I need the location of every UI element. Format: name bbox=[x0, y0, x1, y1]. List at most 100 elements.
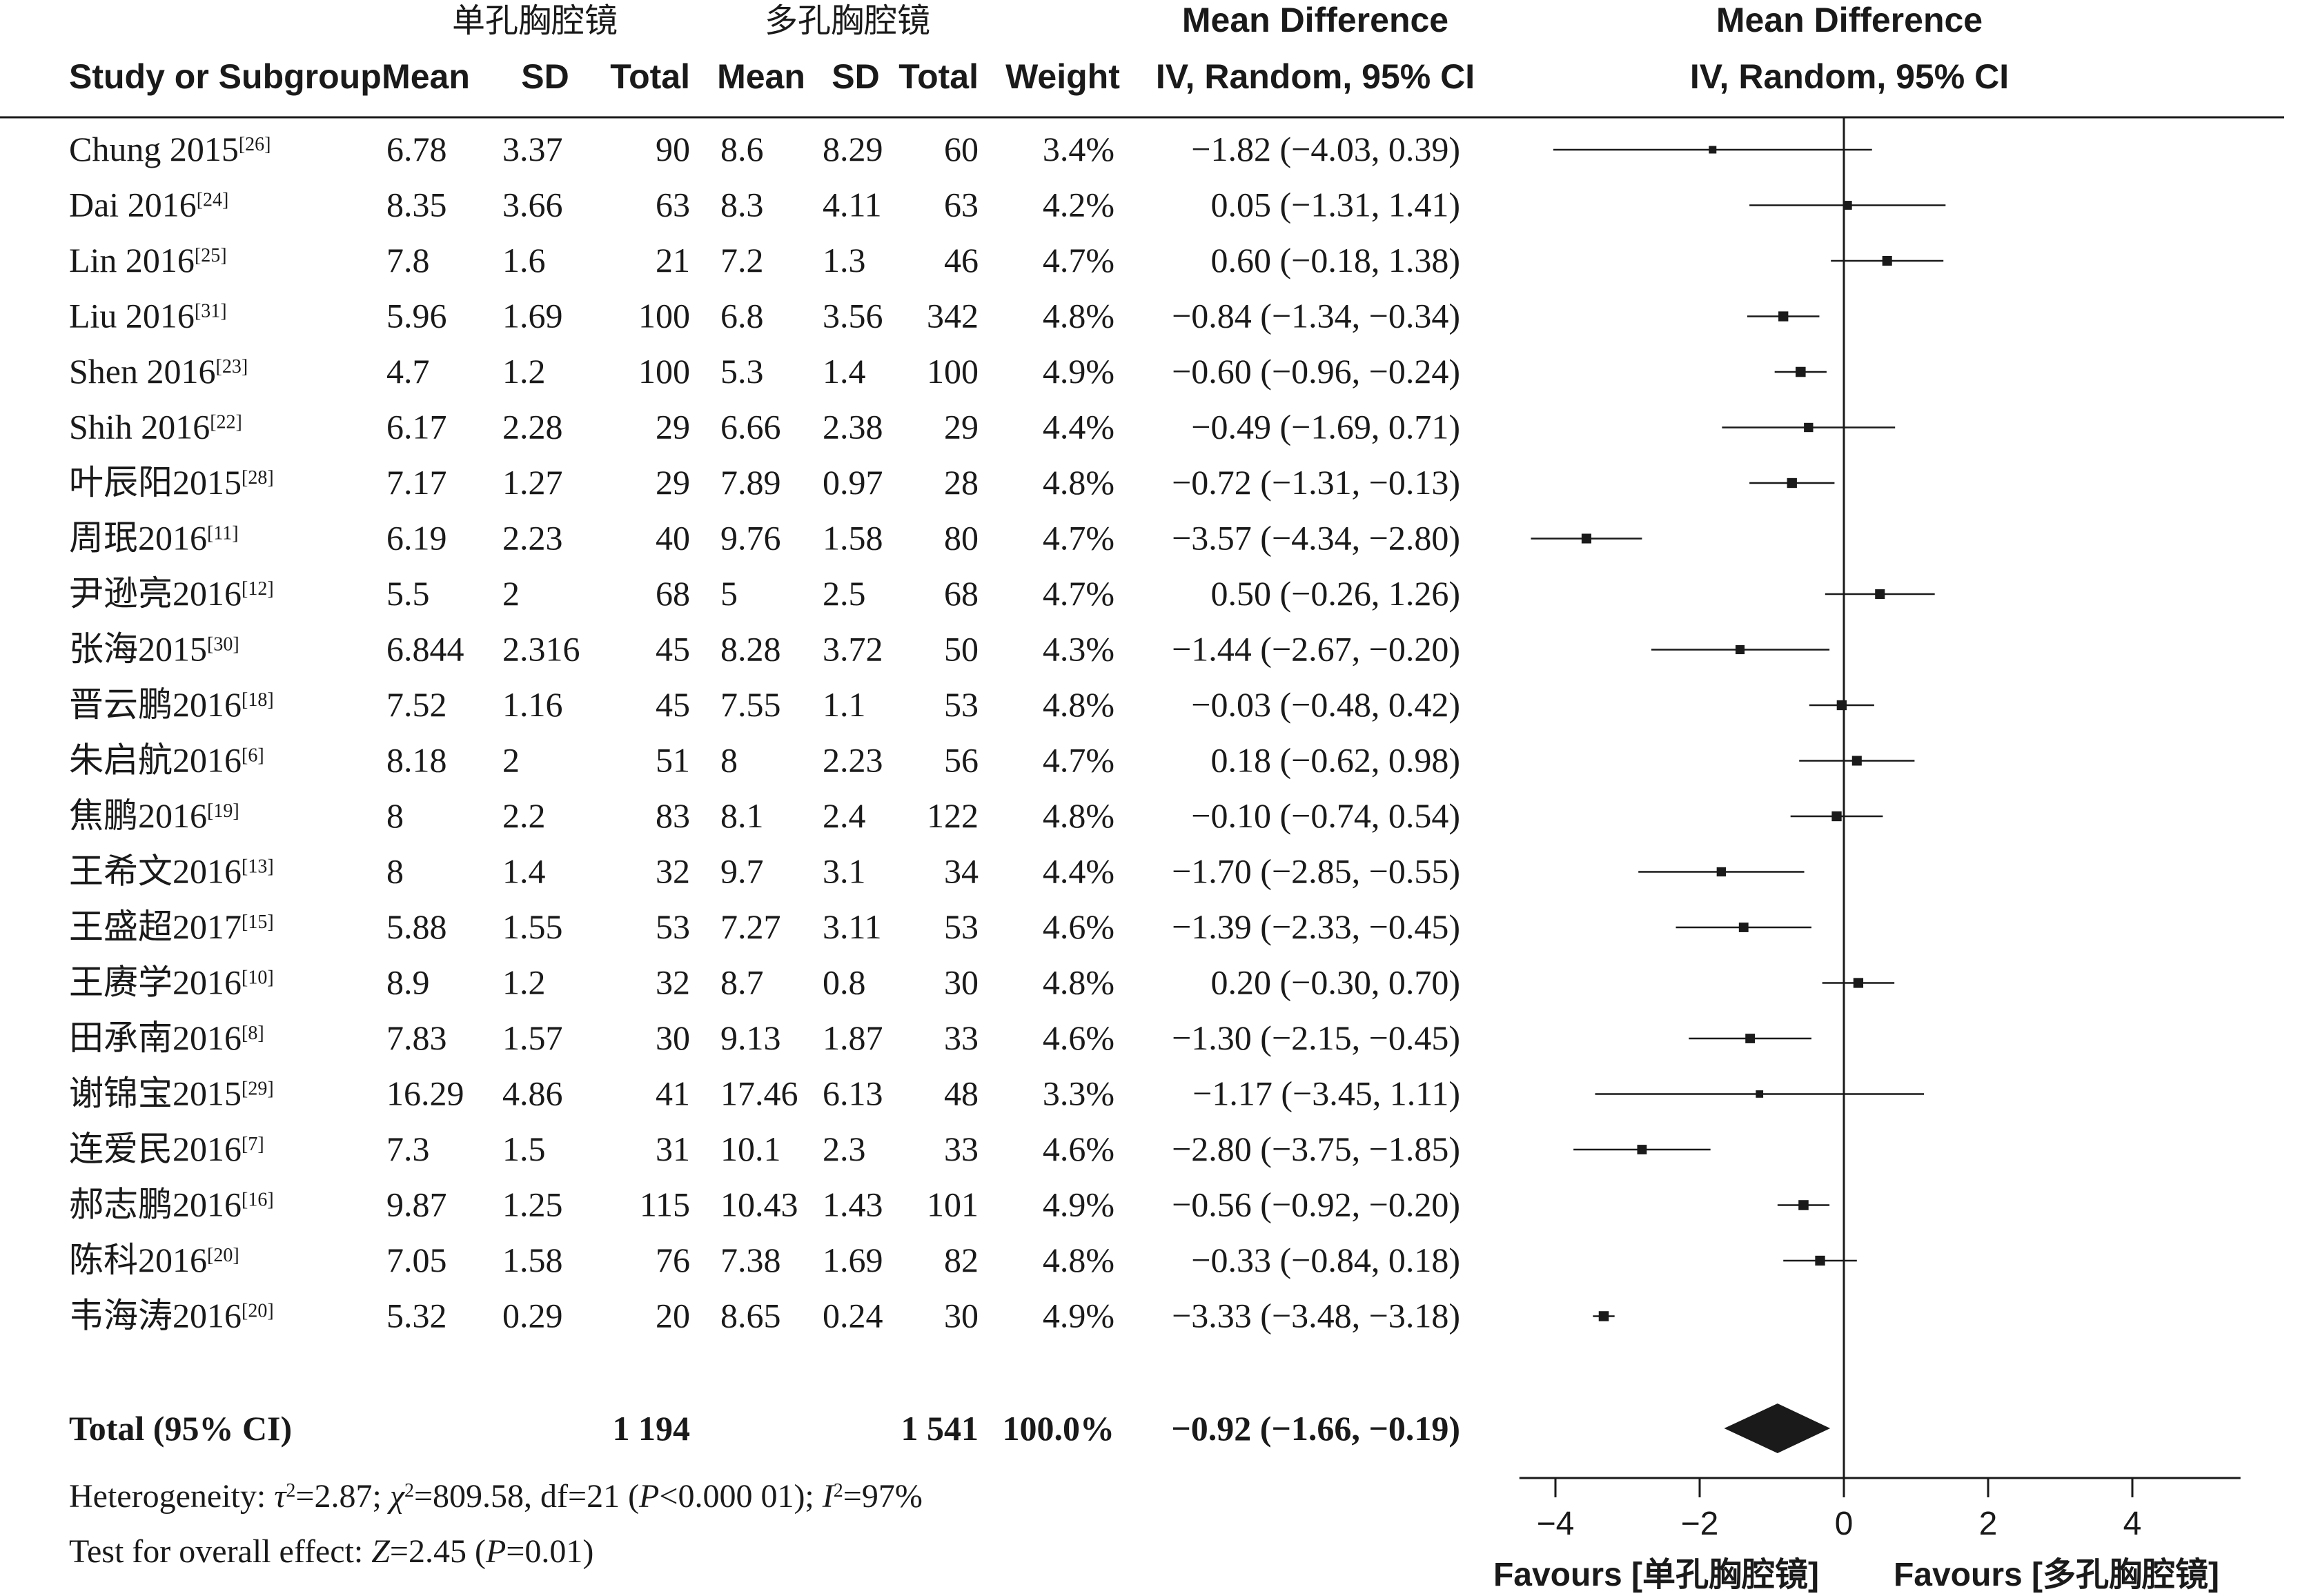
study-ci: −1.30 (−2.15, −0.45) bbox=[1172, 1018, 1460, 1057]
study-weight: 3.3% bbox=[1043, 1074, 1114, 1113]
study-sd2: 1.4 bbox=[823, 352, 866, 391]
point-marker bbox=[1798, 1200, 1809, 1210]
point-marker bbox=[1851, 756, 1862, 766]
study-sd1: 1.57 bbox=[502, 1018, 563, 1057]
study-weight: 4.7% bbox=[1043, 241, 1114, 279]
study-weight: 4.8% bbox=[1043, 685, 1114, 724]
study-row: 王盛超2017[15] 5.88 1.55 53 7.27 3.11 53 4.6% −1.39… bbox=[69, 907, 1460, 946]
study-ci: −3.33 (−3.48, −3.18) bbox=[1172, 1297, 1460, 1335]
study-mean2: 7.38 bbox=[720, 1241, 781, 1279]
study-sd1: 3.37 bbox=[502, 130, 563, 168]
study-name: 王盛超2017[15] bbox=[69, 907, 274, 946]
study-mean2: 7.55 bbox=[720, 685, 781, 724]
plot-header-subtitle: IV, Random, 95% CI bbox=[1690, 57, 2009, 96]
study-total1: 76 bbox=[656, 1241, 690, 1279]
plot-area: −4 −2 0 2 4 bbox=[1519, 117, 2241, 1542]
study-ci: 0.20 (−0.30, 0.70) bbox=[1211, 963, 1461, 1002]
col-mean2-header: Mean bbox=[717, 57, 805, 96]
study-total1: 32 bbox=[656, 963, 690, 1002]
study-mean1: 6.78 bbox=[386, 130, 447, 168]
x-tick-label: 0 bbox=[1835, 1506, 1854, 1542]
col-sd2-header: SD bbox=[832, 57, 879, 96]
study-name: 朱启航2016[6] bbox=[69, 741, 264, 780]
study-total1: 30 bbox=[656, 1018, 690, 1057]
study-total1: 53 bbox=[656, 907, 690, 946]
study-ci: −1.44 (−2.67, −0.20) bbox=[1172, 630, 1460, 669]
total-row: Total (95% CI) 1 194 1 541 100.0% −0.92 … bbox=[69, 1409, 1460, 1448]
study-ci: −1.17 (−3.45, 1.11) bbox=[1192, 1074, 1460, 1113]
study-sd1: 1.55 bbox=[502, 907, 563, 946]
study-sd1: 2 bbox=[502, 574, 520, 613]
study-sd2: 2.5 bbox=[823, 574, 866, 613]
study-mean1: 7.17 bbox=[386, 463, 447, 502]
study-mean2: 9.7 bbox=[720, 852, 764, 891]
study-ci: −0.60 (−0.96, −0.24) bbox=[1172, 352, 1460, 391]
study-mean2: 6.8 bbox=[720, 297, 764, 335]
study-sd2: 3.56 bbox=[823, 297, 883, 335]
study-ci: 0.60 (−0.18, 1.38) bbox=[1211, 241, 1461, 279]
study-name: 郝志鹏2016[16] bbox=[69, 1185, 274, 1224]
study-total1: 100 bbox=[638, 352, 690, 391]
study-row: Shen 2016[23] 4.7 1.2 100 5.3 1.4 100 4.9% −0.60… bbox=[69, 352, 1460, 391]
study-row: Chung 2015[26] 6.78 3.37 90 8.6 8.29 60 3.4% −1.… bbox=[69, 130, 1460, 168]
study-mean1: 9.87 bbox=[386, 1185, 447, 1224]
study-name: 王赓学2016[10] bbox=[69, 963, 274, 1002]
study-row: 韦海涛2016[20] 5.32 0.29 20 8.65 0.24 30 4.9% −3.33… bbox=[69, 1297, 1460, 1335]
point-marker bbox=[1796, 366, 1806, 377]
x-tick-label: 2 bbox=[1979, 1506, 1998, 1542]
study-mean2: 7.2 bbox=[720, 241, 764, 279]
study-total1: 32 bbox=[656, 852, 690, 891]
study-sd2: 1.87 bbox=[823, 1018, 883, 1057]
x-tick-label: −4 bbox=[1537, 1506, 1575, 1542]
study-mean2: 8.3 bbox=[720, 186, 764, 224]
col-total1-header: Total bbox=[610, 57, 690, 96]
study-ci: −2.80 (−3.75, −1.85) bbox=[1172, 1130, 1460, 1168]
study-sd1: 1.2 bbox=[502, 963, 546, 1002]
study-weight: 4.7% bbox=[1043, 741, 1114, 780]
study-total2: 33 bbox=[944, 1018, 979, 1057]
point-marker bbox=[1735, 644, 1745, 655]
study-weight: 4.8% bbox=[1043, 963, 1114, 1002]
study-mean2: 8 bbox=[720, 741, 738, 780]
study-weight: 4.9% bbox=[1043, 352, 1114, 391]
study-row: 郝志鹏2016[16] 9.87 1.25 115 10.43 1.43 101 4.9% −0… bbox=[69, 1185, 1460, 1224]
study-row: 周珉2016[11] 6.19 2.23 40 9.76 1.58 80 4.7% −3.57 … bbox=[69, 519, 1460, 558]
study-mean1: 5.88 bbox=[386, 907, 447, 946]
study-weight: 4.8% bbox=[1043, 463, 1114, 502]
study-sd2: 2.23 bbox=[823, 741, 883, 780]
study-mean1: 7.05 bbox=[386, 1241, 447, 1279]
study-row: 朱启航2016[6] 8.18 2 51 8 2.23 56 4.7% 0.18 (−0.62,… bbox=[69, 741, 1460, 780]
study-mean2: 7.27 bbox=[720, 907, 781, 946]
study-total1: 45 bbox=[656, 685, 690, 724]
study-mean1: 7.83 bbox=[386, 1018, 447, 1057]
study-row: 陈科2016[20] 7.05 1.58 76 7.38 1.69 82 4.8% −0.33 … bbox=[69, 1241, 1460, 1279]
study-total1: 20 bbox=[656, 1297, 690, 1335]
study-sd2: 0.24 bbox=[823, 1297, 883, 1335]
study-total1: 90 bbox=[656, 130, 690, 168]
study-total1: 40 bbox=[656, 519, 690, 558]
study-sd1: 2.23 bbox=[502, 519, 563, 558]
point-marker bbox=[1745, 1034, 1756, 1043]
study-sd1: 1.6 bbox=[502, 241, 546, 279]
study-weight: 4.4% bbox=[1043, 408, 1114, 446]
point-marker bbox=[1831, 811, 1842, 822]
study-weight: 3.4% bbox=[1043, 130, 1114, 168]
study-total2: 53 bbox=[944, 685, 979, 724]
study-sd2: 3.72 bbox=[823, 630, 883, 669]
heterogeneity-text: Heterogeneity: τ2=2.87; χ2=809.58, df=21… bbox=[69, 1478, 923, 1515]
study-total1: 100 bbox=[638, 297, 690, 335]
study-sd2: 8.29 bbox=[823, 130, 883, 168]
x-tick-label: −2 bbox=[1681, 1506, 1719, 1542]
study-total2: 34 bbox=[944, 852, 979, 891]
study-ci: 0.18 (−0.62, 0.98) bbox=[1211, 741, 1461, 780]
study-total2: 122 bbox=[927, 796, 979, 835]
point-marker bbox=[1581, 533, 1591, 544]
total-label: Total (95% CI) bbox=[69, 1409, 292, 1448]
study-sd1: 1.58 bbox=[502, 1241, 563, 1279]
study-sd2: 2.4 bbox=[823, 796, 866, 835]
study-mean1: 5.96 bbox=[386, 297, 447, 335]
md-header-subtitle: IV, Random, 95% CI bbox=[1156, 57, 1475, 96]
study-total2: 101 bbox=[927, 1185, 979, 1224]
study-total2: 30 bbox=[944, 1297, 979, 1335]
study-weight: 4.9% bbox=[1043, 1297, 1114, 1335]
